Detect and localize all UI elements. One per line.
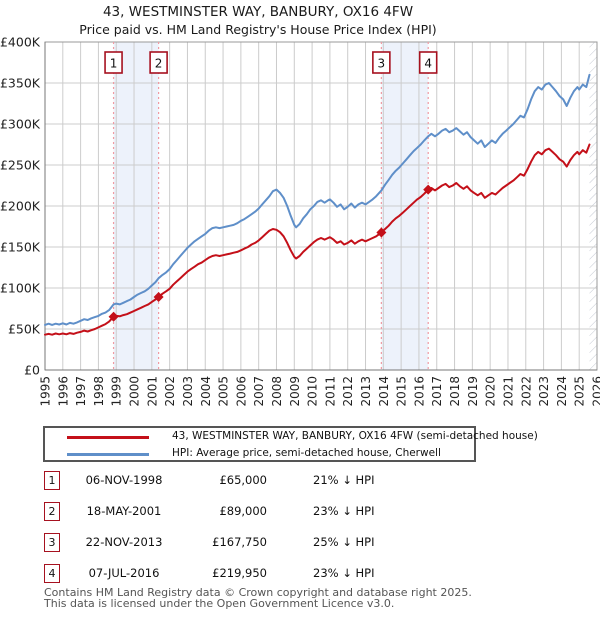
y-axis-tick-label: £300K [0, 117, 41, 132]
sale-number-badge: 4 [44, 564, 60, 583]
x-axis-tick-label: 2022 [519, 376, 533, 407]
sale-row-3: 3 22-NOV-2013 £167,750 25% ↓ HPI [0, 533, 600, 555]
x-axis-tick-label: 2026 [591, 376, 600, 407]
hpi-line [44, 73, 591, 326]
x-axis-tick-label: 2004 [199, 376, 213, 407]
legend-label-hpi: HPI: Average price, semi-detached house,… [172, 447, 441, 459]
x-axis-tick-label: 1999 [110, 376, 124, 407]
x-axis-tick-label: 2012 [341, 376, 355, 407]
sale-number-badge: 1 [44, 471, 60, 490]
y-axis-tick-label: £250K [0, 158, 41, 173]
x-axis-tick-label: 2009 [288, 376, 302, 407]
property-price-line [44, 143, 591, 336]
sale-point-marker [153, 292, 164, 303]
sale-point-marker [108, 311, 119, 322]
x-axis-tick-label: 2001 [145, 376, 159, 407]
x-axis-tick-label: 1995 [39, 376, 53, 407]
sale-price: £219,950 [212, 566, 267, 580]
x-axis-tick-label: 2006 [234, 376, 248, 407]
x-axis-tick-label: 2013 [359, 376, 373, 407]
x-axis-tick-label: 1997 [74, 376, 88, 407]
y-axis-tick-label: £400K [0, 35, 41, 50]
x-axis-tick-label: 2000 [128, 376, 142, 407]
sale-price: £167,750 [212, 535, 267, 549]
legend-row-hpi: HPI: Average price, semi-detached house,… [45, 446, 474, 462]
sale-number-box [372, 51, 391, 74]
sale-price: £65,000 [219, 473, 267, 487]
sale-hpi-delta: 21% ↓ HPI [313, 473, 375, 487]
sale-row-1: 1 06-NOV-1998 £65,000 21% ↓ HPI [0, 471, 600, 493]
x-axis-tick-label: 2023 [537, 376, 551, 407]
x-axis-tick-label: 1998 [92, 376, 106, 407]
x-axis-tick-label: 2007 [252, 376, 266, 407]
footer-copyright: Contains HM Land Registry data © Crown c… [44, 586, 472, 599]
sale-date: 06-NOV-1998 [85, 473, 163, 487]
footer-licence: This data is licensed under the Open Gov… [44, 597, 395, 610]
y-axis-tick-label: £0 [24, 363, 40, 378]
x-axis-tick-label: 2014 [377, 376, 391, 407]
x-axis-tick-label: 2025 [573, 376, 587, 407]
sale-date: 22-NOV-2013 [85, 535, 163, 549]
x-axis-tick-label: 2002 [163, 376, 177, 407]
x-axis-tick-label: 2024 [555, 376, 569, 407]
x-axis-tick-label: 2019 [466, 376, 480, 407]
sale-number-box [418, 51, 438, 74]
sale-hpi-delta: 23% ↓ HPI [313, 566, 375, 580]
sale-date: 18-MAY-2001 [86, 504, 162, 518]
sale-number-box [149, 51, 168, 74]
sale-number: 2 [155, 57, 163, 71]
y-axis-tick-label: £100K [0, 281, 41, 296]
sale-number: 3 [378, 57, 386, 71]
x-axis-tick-label: 2003 [181, 376, 195, 407]
x-axis-tick-label: 2010 [306, 376, 320, 407]
sale-hpi-delta: 23% ↓ HPI [313, 504, 375, 518]
sale-row-4: 4 07-JUL-2016 £219,950 23% ↓ HPI [0, 564, 600, 586]
x-axis-tick-label: 2018 [448, 376, 462, 407]
page-title: 43, WESTMINSTER WAY, BANBURY, OX16 4FW [102, 4, 414, 20]
x-axis-tick-label: 2016 [412, 376, 426, 407]
y-axis-tick-label: £350K [0, 76, 41, 91]
x-axis-tick-label: 2021 [501, 376, 515, 407]
sale-hpi-delta: 25% ↓ HPI [313, 535, 375, 549]
sale-number: 1 [110, 57, 118, 71]
x-axis-tick-label: 2020 [484, 376, 498, 407]
y-axis-tick-label: £200K [0, 199, 41, 214]
sale-number-box [104, 51, 123, 74]
hpi-line-swatch [67, 453, 149, 456]
sale-price: £89,000 [219, 504, 267, 518]
y-axis-tick-label: £50K [8, 322, 41, 337]
sale-number: 4 [424, 57, 432, 71]
x-axis-tick-label: 2005 [217, 376, 231, 407]
x-axis-tick-label: 2017 [430, 376, 444, 407]
sale-number-badge: 3 [44, 533, 60, 552]
property-line-swatch [67, 436, 149, 439]
sale-point-marker [376, 227, 387, 238]
sale-date: 07-JUL-2016 [88, 566, 160, 580]
sale-point-marker [423, 184, 434, 195]
y-axis-tick-label: £150K [0, 240, 41, 255]
x-axis-tick-label: 1996 [56, 376, 70, 407]
legend-row-property: 43, WESTMINSTER WAY, BANBURY, OX16 4FW (… [45, 429, 538, 445]
page-subtitle: Price paid vs. HM Land Registry's House … [79, 22, 437, 37]
x-axis-tick-label: 2008 [270, 376, 284, 407]
chart-legend: 43, WESTMINSTER WAY, BANBURY, OX16 4FW (… [43, 426, 538, 462]
x-axis-tick-label: 2015 [395, 376, 409, 407]
sale-number-badge: 2 [44, 502, 60, 521]
sale-row-2: 2 18-MAY-2001 £89,000 23% ↓ HPI [0, 502, 600, 524]
legend-label-property: 43, WESTMINSTER WAY, BANBURY, OX16 4FW (… [172, 430, 538, 442]
x-axis-tick-label: 2011 [323, 376, 337, 407]
price-history-chart: 1 2 3 4 £0 £50K £100K £150K £200K £250K £300K £350K… [0, 35, 600, 407]
